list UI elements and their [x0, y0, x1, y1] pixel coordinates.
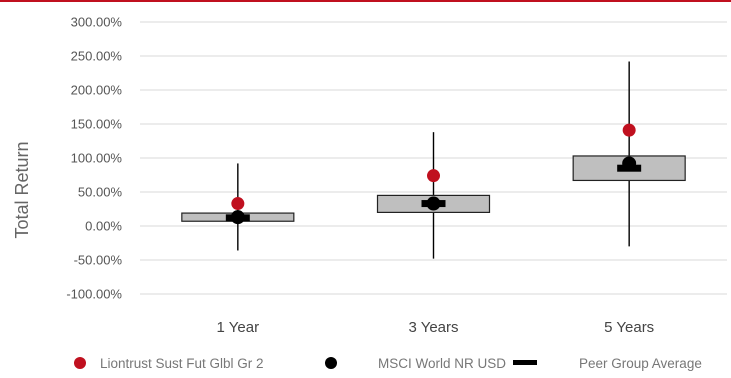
y-tick-label: 250.00%: [71, 49, 123, 64]
top-accent-rule: [0, 0, 731, 2]
category-labels: 1 Year 3 Years 5 Years: [217, 319, 655, 336]
y-tick-label: 300.00%: [71, 15, 123, 30]
range-boxes: [181, 61, 686, 259]
category-label: 5 Years: [604, 319, 654, 336]
y-tick-label: -50.00%: [74, 253, 123, 268]
fund-point: [231, 197, 245, 211]
peer-average-dash: [421, 200, 446, 208]
peer-average-dash: [225, 214, 250, 222]
legend-dot-icon: [325, 357, 337, 369]
y-tick-label: 50.00%: [78, 185, 123, 200]
legend: Liontrust Sust Fut Glbl Gr 2 MSCI World N…: [74, 356, 702, 371]
y-axis-label: Total Return: [12, 141, 32, 238]
legend-label: Peer Group Average: [579, 356, 702, 371]
category-label: 3 Years: [408, 319, 458, 336]
y-tick-label: 0.00%: [85, 219, 122, 234]
y-tick-label: -100.00%: [66, 287, 122, 302]
peer-average-dash: [617, 164, 642, 172]
fund-point: [427, 169, 440, 183]
legend-label: MSCI World NR USD: [378, 356, 506, 371]
fund-point: [622, 123, 636, 137]
legend-label: Liontrust Sust Fut Glbl Gr 2: [100, 356, 264, 371]
y-tick-label: 100.00%: [71, 151, 123, 166]
category-label: 1 Year: [217, 319, 260, 336]
y-tick-label: 200.00%: [71, 83, 123, 98]
y-tick-label: 150.00%: [71, 117, 123, 132]
y-tick-labels: -100.00% -50.00% 0.00% 50.00% 100.00% 150.00%…: [66, 15, 122, 302]
legend-dot-icon: [74, 357, 86, 369]
legend-dash-icon: [513, 360, 537, 365]
